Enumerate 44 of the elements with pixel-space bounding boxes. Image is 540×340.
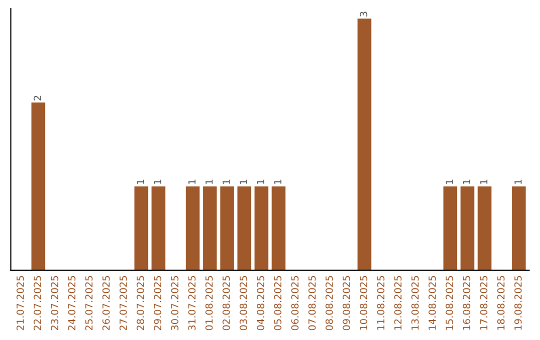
data-label: 1 [480,180,488,184]
x-tick-label: 30.07.2025 [171,276,178,330]
x-tick-label: 21.07.2025 [16,276,24,330]
x-tick-label: 22.07.2025 [34,276,42,330]
x-tick-label: 19.08.2025 [514,276,522,330]
x-tick-label: 24.07.2025 [68,276,76,330]
x-tick-label: 04.08.2025 [256,276,264,330]
data-label: 1 [257,180,264,184]
x-tick-label: 12.08.2025 [394,276,402,330]
x-tick-label: 23.07.2025 [50,276,58,330]
x-tick-label: 02.08.2025 [222,276,230,330]
x-tick-label: 16.08.2025 [462,276,470,330]
data-label: 1 [240,180,247,184]
data-label: 1 [136,180,144,184]
data-label: 1 [206,180,213,184]
x-tick-label: 11.08.2025 [377,276,384,330]
x-tick-label: 14.08.2025 [428,276,436,330]
x-tick-label: 06.08.2025 [291,276,299,330]
data-label: 3 [360,12,368,16]
x-tick-label: 25.07.2025 [85,276,93,330]
x-tick-label: 07.08.2025 [308,276,316,330]
data-label: 1 [154,180,162,184]
data-label: 2 [34,96,41,100]
data-label: 1 [463,180,470,184]
x-tick-label: 03.08.2025 [240,276,248,330]
x-tick-label: 18.08.2025 [497,276,505,330]
x-tick-label: 05.08.2025 [274,276,282,330]
data-label: 1 [222,180,230,184]
x-tick-label: 27.07.2025 [120,276,127,330]
data-label: 1 [446,180,453,184]
x-tick-label: 28.07.2025 [136,276,144,330]
x-tick-label: 13.08.2025 [411,276,419,330]
data-label: 1 [188,180,196,184]
data-label: 1 [274,180,282,184]
x-tick-label: 09.08.2025 [342,276,350,330]
x-tick-label: 29.07.2025 [154,276,162,330]
x-tick-label: 01.08.2025 [205,276,213,330]
x-tick-label: 17.08.2025 [480,276,488,330]
x-tick-label: 10.08.2025 [360,276,368,330]
x-tick-label: 08.08.2025 [326,276,333,330]
x-tick-label: 31.07.2025 [188,276,196,330]
x-tick-label: 26.07.2025 [102,276,110,330]
data-label: 1 [514,180,522,184]
x-tick-label: 15.08.2025 [446,276,454,330]
